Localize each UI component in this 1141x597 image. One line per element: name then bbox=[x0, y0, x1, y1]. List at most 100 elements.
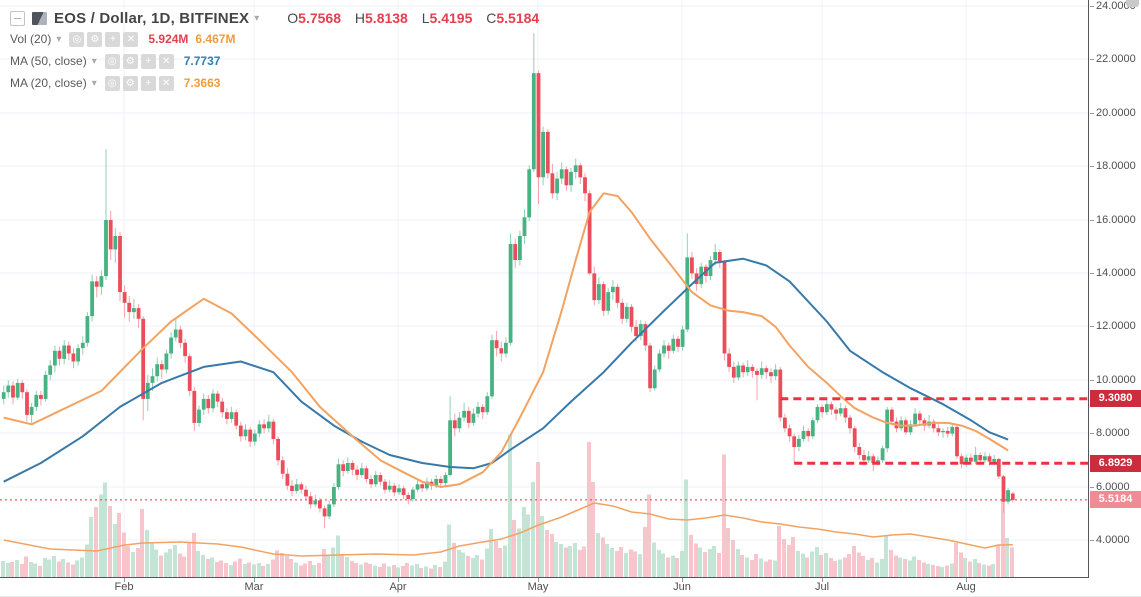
candle-body bbox=[15, 382, 20, 398]
volume-bar bbox=[168, 549, 172, 577]
high-value: 5.8138 bbox=[365, 10, 408, 26]
volume-bar bbox=[475, 555, 479, 577]
price-tick bbox=[1090, 433, 1094, 434]
candle-body bbox=[271, 421, 276, 439]
candle-body bbox=[476, 406, 480, 414]
chevron-down-icon[interactable]: ▾ bbox=[91, 55, 97, 67]
candle-body bbox=[452, 420, 457, 429]
symbol-title[interactable]: EOS / Dollar, 1D, BITFINEX bbox=[54, 9, 250, 27]
candle-body bbox=[685, 257, 690, 330]
candle-body bbox=[745, 366, 750, 373]
candle-body bbox=[150, 376, 155, 383]
volume-bar bbox=[303, 563, 307, 577]
settings-icon[interactable]: ⚙ bbox=[122, 53, 138, 69]
volume-bar bbox=[615, 551, 619, 577]
candle-body bbox=[717, 252, 722, 262]
candle-body bbox=[397, 488, 401, 493]
collapse-legend-icon[interactable] bbox=[10, 10, 25, 26]
volume-bar bbox=[522, 507, 526, 577]
ma20-indicator-label[interactable]: MA (20, close) bbox=[10, 76, 87, 90]
candle-body bbox=[494, 340, 499, 349]
close-icon[interactable]: ✕ bbox=[158, 53, 174, 69]
visibility-icon[interactable]: ◎ bbox=[69, 31, 85, 47]
low-value: 5.4195 bbox=[429, 10, 473, 26]
volume-bar bbox=[796, 551, 800, 577]
volume-bar bbox=[33, 563, 37, 577]
volume-bar bbox=[457, 550, 461, 577]
close-icon[interactable]: ✕ bbox=[158, 75, 174, 91]
ma50-indicator-label[interactable]: MA (50, close) bbox=[10, 54, 87, 68]
volume-bar bbox=[736, 549, 740, 577]
volume-bar bbox=[294, 562, 298, 577]
close-icon[interactable]: ✕ bbox=[123, 31, 139, 47]
volume-bar bbox=[354, 563, 358, 577]
candle-body bbox=[108, 220, 113, 250]
candle-body bbox=[490, 340, 494, 397]
candle-body bbox=[62, 345, 67, 359]
candle-body bbox=[71, 353, 76, 362]
price-axis[interactable]: 9.3080 6.8929 5.5184 24.0000 22.0000 20.00… bbox=[1090, 0, 1141, 578]
add-icon[interactable]: + bbox=[105, 31, 121, 47]
candle-body bbox=[592, 273, 597, 301]
candle-body bbox=[741, 365, 745, 373]
candle-body bbox=[25, 392, 29, 415]
candle-body bbox=[838, 408, 843, 414]
volume-bar bbox=[387, 566, 391, 577]
candle-body bbox=[606, 292, 611, 311]
candle-body bbox=[294, 484, 299, 491]
candle-body bbox=[1010, 493, 1015, 500]
volume-bar bbox=[164, 552, 168, 577]
volume-bar bbox=[229, 565, 233, 577]
candle-body bbox=[220, 401, 225, 413]
volume-bar bbox=[1005, 538, 1009, 577]
candle-body bbox=[750, 366, 755, 371]
candle-body bbox=[285, 473, 290, 486]
candle-body bbox=[127, 302, 132, 313]
volume-bar bbox=[671, 555, 675, 577]
volume-bar bbox=[131, 552, 135, 577]
price-tick-label: 24.0000 bbox=[1096, 0, 1136, 12]
candle-body bbox=[545, 131, 550, 174]
candle-body bbox=[215, 393, 220, 402]
chevron-down-icon[interactable]: ▾ bbox=[254, 12, 260, 24]
visibility-icon[interactable]: ◎ bbox=[104, 53, 120, 69]
add-icon[interactable]: + bbox=[140, 53, 156, 69]
month-label: May bbox=[527, 581, 549, 593]
volume-bar bbox=[71, 564, 75, 577]
volume-indicator-label[interactable]: Vol (20) bbox=[10, 32, 52, 46]
month-label: Jul bbox=[814, 581, 830, 593]
candle-body bbox=[727, 353, 731, 367]
candle-body bbox=[434, 479, 439, 486]
candle-body bbox=[945, 430, 950, 434]
time-axis[interactable]: Feb Mar Apr May Jun Jul Aug bbox=[0, 578, 1090, 596]
corner-handle[interactable] bbox=[1126, 0, 1139, 7]
volume-bar bbox=[257, 563, 261, 577]
candle-body bbox=[420, 484, 425, 489]
visibility-icon[interactable]: ◎ bbox=[104, 75, 120, 91]
chevron-down-icon[interactable]: ▾ bbox=[91, 77, 97, 89]
volume-bar bbox=[113, 524, 117, 577]
volume-bar bbox=[331, 547, 335, 577]
settings-icon[interactable]: ⚙ bbox=[87, 31, 103, 47]
chevron-down-icon[interactable]: ▾ bbox=[56, 33, 62, 45]
volume-bar bbox=[512, 520, 516, 577]
volume-bar bbox=[182, 556, 186, 577]
settings-icon[interactable]: ⚙ bbox=[122, 75, 138, 91]
volume-bar bbox=[447, 524, 451, 577]
candle-body bbox=[197, 409, 201, 423]
volume-bar bbox=[243, 564, 247, 577]
candle-body bbox=[634, 326, 638, 337]
volume-bar bbox=[498, 548, 502, 577]
candle-body bbox=[736, 365, 741, 378]
volume-bar bbox=[47, 559, 51, 577]
volume-bar bbox=[573, 543, 577, 577]
add-icon[interactable]: + bbox=[140, 75, 156, 91]
volume-bar bbox=[52, 556, 56, 577]
candle-body bbox=[615, 286, 620, 303]
volume-bar bbox=[996, 544, 1000, 577]
candle-body bbox=[648, 345, 652, 389]
candle-body bbox=[662, 345, 666, 354]
candlestick-chart-canvas[interactable] bbox=[0, 0, 1090, 578]
volume-bar bbox=[359, 564, 363, 577]
candle-body bbox=[624, 306, 629, 319]
